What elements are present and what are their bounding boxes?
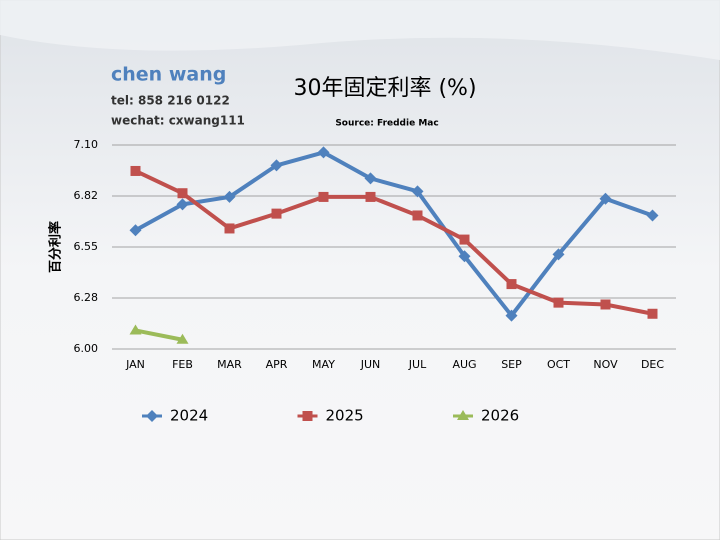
marker [176, 333, 189, 344]
y-axis-label: 百分利率 [48, 221, 64, 273]
marker [458, 250, 471, 263]
chart-title: 30年固定利率 (%) [293, 76, 476, 101]
marker [224, 223, 235, 234]
marker [317, 146, 330, 159]
y-tick-label: 6.28 [74, 291, 99, 304]
series-line [134, 150, 654, 318]
y-tick-label: 6.82 [74, 189, 99, 202]
marker [552, 248, 565, 261]
x-tick-label: AUG [452, 358, 476, 371]
x-tick-label: FEB [172, 358, 193, 371]
marker [599, 192, 612, 205]
marker [318, 191, 329, 202]
marker [129, 224, 142, 237]
y-tick-label: 6.00 [74, 342, 99, 355]
x-tick-label: APR [266, 358, 288, 371]
x-tick-label: JUN [360, 358, 381, 371]
legend-label: 2026 [481, 407, 519, 425]
chart-subtitle: Source: Freddie Mac [335, 119, 438, 129]
wechat: wechat: cxwang111 [111, 114, 245, 128]
marker [646, 209, 659, 222]
marker [270, 159, 283, 172]
x-tick-label: DEC [641, 358, 664, 371]
marker [130, 165, 141, 176]
marker [411, 185, 424, 198]
y-tick-label: 6.55 [74, 240, 99, 253]
legend-label: 2025 [326, 407, 364, 425]
marker [412, 210, 423, 221]
y-tick-label: 7.10 [74, 138, 99, 151]
marker [177, 188, 188, 199]
name: chen wang [111, 64, 226, 86]
x-tick-label: JUL [408, 358, 427, 371]
marker [129, 324, 142, 335]
x-tick-label: MAY [312, 358, 335, 371]
marker [271, 208, 282, 219]
x-tick-label: MAR [217, 358, 242, 371]
marker [365, 191, 376, 202]
x-tick-label: SEP [501, 358, 522, 371]
marker [553, 297, 564, 308]
marker [364, 172, 377, 185]
x-tick-label: JAN [125, 358, 145, 371]
marker [223, 190, 236, 203]
series-line [135, 328, 183, 342]
x-tick-label: NOV [593, 358, 618, 371]
legend-label: 2024 [170, 407, 208, 425]
marker [176, 198, 189, 211]
marker [600, 299, 611, 310]
marker [505, 309, 518, 322]
series-line [134, 169, 653, 316]
x-tick-label: OCT [547, 358, 570, 371]
marker [506, 279, 517, 290]
tel: tel: 858 216 0122 [111, 94, 230, 108]
marker [647, 308, 658, 319]
decor [0, 0, 720, 60]
marker [459, 234, 470, 245]
